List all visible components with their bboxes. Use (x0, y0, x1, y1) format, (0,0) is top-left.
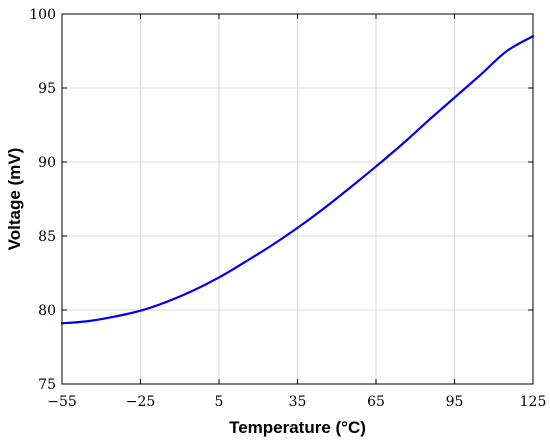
series-layer (60, 35, 535, 325)
x-tick-label: 35 (289, 394, 307, 410)
series-line (60, 35, 535, 325)
x-tick-label: 95 (446, 394, 464, 410)
grid (61, 13, 534, 385)
y-tick-label: 80 (38, 303, 56, 319)
y-tick-label: 75 (38, 377, 56, 393)
ticks: −55 −25 5 35 65 95 125 75 80 85 90 95 100 (29, 7, 546, 410)
y-tick-label: 85 (38, 229, 56, 245)
y-tick-label: 90 (38, 155, 56, 171)
x-tick-label: 125 (520, 394, 547, 410)
x-tick-label: 5 (215, 394, 224, 410)
x-tick-label: −25 (126, 394, 156, 410)
x-tick-label: 65 (367, 394, 385, 410)
x-axis-label: Temperature (°C) (229, 418, 366, 437)
y-tick-label: 100 (29, 7, 56, 23)
x-tick-label: −55 (47, 394, 77, 410)
y-tick-label: 95 (38, 81, 56, 97)
y-axis-label: Voltage (mV) (5, 148, 24, 251)
